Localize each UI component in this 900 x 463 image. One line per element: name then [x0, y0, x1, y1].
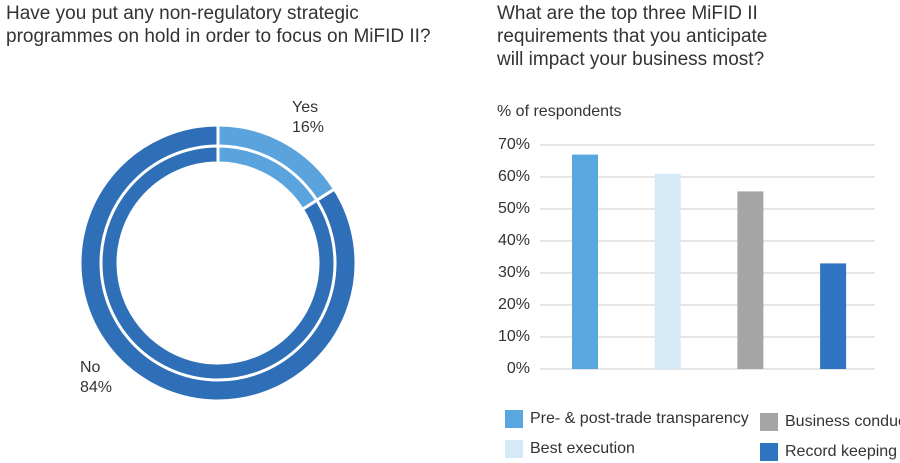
bar-title: What are the top three MiFID II requirem…	[497, 3, 768, 70]
donut-segment	[216, 123, 337, 212]
y-tick-label: 40%	[498, 232, 530, 249]
legend-label: Pre- & post-trade transparency	[530, 410, 749, 427]
legend-swatch	[760, 443, 778, 461]
donut-title: Have you put any non-regulatory strategi…	[6, 3, 431, 47]
donut-inner-ring	[99, 144, 337, 382]
bar	[820, 263, 847, 369]
slice-label: Yes	[292, 99, 318, 116]
y-tick-label: 50%	[498, 200, 530, 217]
y-tick-label: 60%	[498, 168, 530, 185]
y-tick-label: 30%	[498, 264, 530, 281]
y-axis-label: % of respondents	[497, 103, 622, 120]
legend-label: Record keeping	[785, 443, 897, 460]
y-tick-label: 20%	[498, 296, 530, 313]
bar	[572, 154, 598, 369]
y-tick-label: 10%	[498, 328, 530, 345]
legend-swatch	[760, 413, 778, 431]
legend-label: Best execution	[530, 440, 635, 457]
legend-swatch	[505, 410, 523, 428]
bar	[737, 191, 764, 369]
bar	[654, 173, 681, 369]
donut-segment	[78, 123, 358, 403]
y-tick-label: 70%	[498, 136, 530, 153]
legend-swatch	[505, 440, 523, 458]
legend-label: Business conduct	[785, 413, 900, 430]
slice-value: 16%	[292, 119, 324, 136]
slice-value: 84%	[80, 379, 112, 396]
slice-label: No	[80, 359, 101, 376]
y-tick-label: 0%	[507, 360, 530, 377]
